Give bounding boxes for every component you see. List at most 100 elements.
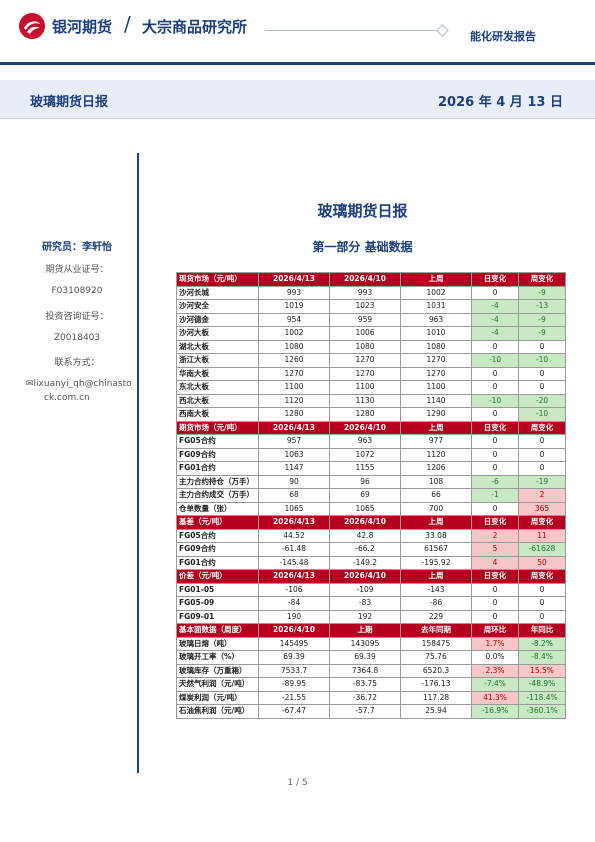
header-cell: 日变化	[471, 420, 519, 435]
table-cell: -118.4%	[518, 690, 566, 705]
brand-separator: /	[124, 12, 131, 36]
row-label: 沙河长城	[176, 285, 259, 300]
table-cell: 1290	[400, 407, 472, 422]
row-label: 沙河德金	[176, 312, 259, 327]
banner-divider	[0, 118, 595, 119]
table-cell: -149.2	[329, 555, 401, 570]
email-text[interactable]: lixuanyi_qh@chinasto	[33, 379, 132, 389]
table-cell: 0	[471, 609, 519, 624]
table-row: 石油焦利润（元/吨） -67.47 -57.7 25.94 -16.9% -360.1%	[176, 704, 566, 719]
table-row: 主力合约成交（万手） 68 69 66 -1 2	[176, 488, 566, 503]
table-cell: 66	[400, 488, 472, 503]
table-cell: 1063	[258, 447, 330, 462]
table-cell: 0	[471, 582, 519, 597]
header-cell: 期货市场（元/吨）	[176, 420, 259, 435]
row-label: 沙河大板	[176, 326, 259, 341]
table-cell: -21.55	[258, 690, 330, 705]
header-cell: 上周	[400, 569, 472, 584]
table-cell: 11	[518, 528, 566, 543]
row-label: 西南大板	[176, 407, 259, 422]
sidebar-divider	[137, 153, 139, 773]
table-row: 东北大板 1100 1100 1100 0 0	[176, 380, 566, 395]
section-header-row: 期货市场（元/吨） 2026/4/13 2026/4/10 上周 日变化 周变化	[176, 420, 566, 435]
table-row: 湖北大板 1080 1080 1080 0 0	[176, 339, 566, 354]
table-cell: -61628	[518, 542, 566, 557]
table-cell: 0	[518, 596, 566, 611]
row-label: FG09-01	[176, 609, 259, 624]
table-cell: 0	[471, 380, 519, 395]
table-cell: 50	[518, 555, 566, 570]
table-row: 玻璃库存（万重箱） 7533.7 7364.8 6520.3 2.3% 15.5%	[176, 663, 566, 678]
table-cell: 1072	[329, 447, 401, 462]
table-cell: -86	[400, 596, 472, 611]
header-cell: 上周	[400, 420, 472, 435]
table-cell: 158475	[400, 636, 472, 651]
table-cell: 68	[258, 488, 330, 503]
row-label: 仓单数量（张）	[176, 501, 259, 516]
table-row: 沙河安全 1019 1023 1031 -4 -13	[176, 299, 566, 314]
section-title: 第一部分 基础数据	[312, 240, 413, 254]
table-cell: 957	[258, 434, 330, 449]
header-cell: 2026/4/13	[258, 569, 330, 584]
table-cell: 0	[471, 596, 519, 611]
table-cell: -13	[518, 299, 566, 314]
row-label: 主力合约持仓（万手）	[176, 474, 259, 489]
table-cell: 0	[471, 461, 519, 476]
table-cell: -67.47	[258, 704, 330, 719]
table-cell: -20	[518, 393, 566, 408]
header-cell: 2026/4/10	[329, 569, 401, 584]
header-cell: 周变化	[518, 569, 566, 584]
row-label: 天然气利润（元/吨）	[176, 677, 259, 692]
table-cell: 700	[400, 501, 472, 516]
header-divider	[265, 30, 440, 31]
data-table: 现货市场（元/吨） 2026/4/13 2026/4/10 上周 日变化 周变化 沙河长城 9…	[176, 272, 566, 719]
report-type: 能化研发报告	[470, 30, 536, 43]
table-cell: 1120	[258, 393, 330, 408]
table-row: 西南大板 1280 1280 1290 0 -10	[176, 407, 566, 422]
row-label: FG01合约	[176, 555, 259, 570]
table-cell: -6	[471, 474, 519, 489]
header-cell: 日变化	[471, 515, 519, 530]
table-row: 沙河德金 954 959 963 -4 -9	[176, 312, 566, 327]
table-row: FG01-05 -106 -109 -143 0 0	[176, 582, 566, 597]
table-cell: 1130	[329, 393, 401, 408]
table-cell: -9	[518, 285, 566, 300]
email-line-2[interactable]: ck.com.cn	[44, 393, 90, 403]
header-cell: 2026/4/10	[329, 272, 401, 287]
table-cell: 1006	[329, 326, 401, 341]
row-label: 煤炭利润（元/吨）	[176, 690, 259, 705]
researcher-name: 研究员：李轩怡	[42, 242, 112, 253]
table-cell: -8.2%	[518, 636, 566, 651]
email-line[interactable]: ✉lixuanyi_qh@chinasto	[26, 379, 136, 389]
header-cell: 上周	[400, 272, 472, 287]
table-row: 主力合约持仓（万手） 90 96 108 -6 -19	[176, 474, 566, 489]
table-row: FG05合约 44.52 42.8 33.08 2 11	[176, 528, 566, 543]
row-label: 主力合约成交（万手）	[176, 488, 259, 503]
table-cell: 1206	[400, 461, 472, 476]
table-row: 华南大板 1270 1270 1270 0 0	[176, 366, 566, 381]
table-row: 天然气利润（元/吨） -89.95 -83.75 -176.13 -7.4% -48.9%	[176, 677, 566, 692]
table-cell: 42.8	[329, 528, 401, 543]
table-cell: 108	[400, 474, 472, 489]
table-cell: 2	[518, 488, 566, 503]
section-header-row: 现货市场（元/吨） 2026/4/13 2026/4/10 上周 日变化 周变化	[176, 272, 566, 287]
table-cell: 0	[518, 380, 566, 395]
row-label: FG01合约	[176, 461, 259, 476]
table-cell: -176.13	[400, 677, 472, 692]
table-cell: 1155	[329, 461, 401, 476]
advisory-label: 投资咨询证号：	[45, 312, 109, 322]
table-cell: 69.39	[258, 650, 330, 665]
table-row: 煤炭利润（元/吨） -21.55 -36.72 117.28 41.3% -118.4%	[176, 690, 566, 705]
table-row: FG01合约 1147 1155 1206 0 0	[176, 461, 566, 476]
table-cell: -84	[258, 596, 330, 611]
table-cell: -66.2	[329, 542, 401, 557]
galaxy-logo-icon	[19, 13, 45, 39]
table-cell: -16.9%	[471, 704, 519, 719]
table-cell: 145495	[258, 636, 330, 651]
table-cell: 0	[518, 339, 566, 354]
table-row: FG05-09 -84 -83 -86 0 0	[176, 596, 566, 611]
table-cell: 0	[471, 285, 519, 300]
table-cell: -7.4%	[471, 677, 519, 692]
table-cell: 1010	[400, 326, 472, 341]
table-cell: -48.9%	[518, 677, 566, 692]
